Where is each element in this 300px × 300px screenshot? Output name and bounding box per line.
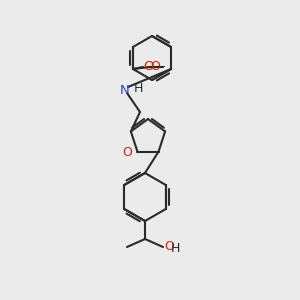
Text: H: H: [134, 82, 143, 95]
Text: O: O: [122, 146, 132, 159]
Text: O: O: [143, 59, 153, 73]
Text: H: H: [171, 242, 180, 256]
Text: methyl: methyl: [161, 65, 166, 67]
Text: ─: ─: [157, 61, 164, 71]
Text: O: O: [164, 241, 174, 254]
Text: O: O: [150, 59, 160, 73]
Text: N: N: [120, 83, 130, 97]
